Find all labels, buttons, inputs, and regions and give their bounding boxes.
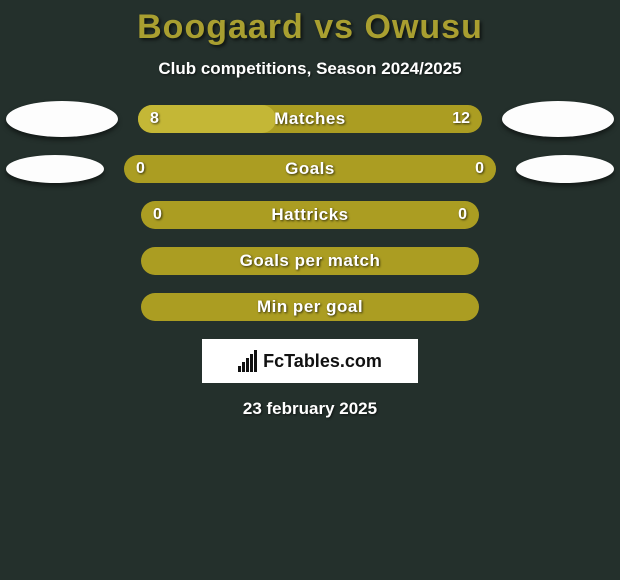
stat-bar: Min per goal — [141, 293, 479, 321]
stat-label: Min per goal — [257, 297, 363, 317]
stat-rows: 8 Matches 12 0 Goals 0 0 Hattricks 0 Goals per ma… — [0, 101, 620, 321]
stat-right-value: 0 — [458, 206, 467, 224]
stat-row: 0 Goals 0 — [0, 155, 620, 183]
bar-chart-icon — [238, 350, 257, 372]
stat-label: Hattricks — [271, 205, 348, 225]
stat-left-value: 0 — [153, 206, 162, 224]
comparison-card: Boogaard vs Owusu Club competitions, Sea… — [0, 0, 620, 580]
player-right-oval — [502, 101, 614, 137]
brand-text: FcTables.com — [263, 351, 382, 372]
player-right-oval — [516, 155, 614, 183]
brand-badge: FcTables.com — [202, 339, 418, 383]
stat-bar: 0 Hattricks 0 — [141, 201, 479, 229]
player-left-oval — [6, 101, 118, 137]
stat-bar: 0 Goals 0 — [124, 155, 496, 183]
stat-label: Goals — [285, 159, 335, 179]
stat-bar: 8 Matches 12 — [138, 105, 482, 133]
stat-left-value: 8 — [150, 110, 159, 128]
stat-right-value: 0 — [475, 160, 484, 178]
stat-left-value: 0 — [136, 160, 145, 178]
subtitle: Club competitions, Season 2024/2025 — [0, 59, 620, 79]
player-left-oval — [6, 155, 104, 183]
stat-bar: Goals per match — [141, 247, 479, 275]
stat-row: 8 Matches 12 — [0, 101, 620, 137]
date-label: 23 february 2025 — [0, 399, 620, 419]
stat-right-value: 12 — [452, 110, 470, 128]
stat-label: Goals per match — [240, 251, 381, 271]
page-title: Boogaard vs Owusu — [0, 8, 620, 47]
stat-label: Matches — [274, 109, 346, 129]
